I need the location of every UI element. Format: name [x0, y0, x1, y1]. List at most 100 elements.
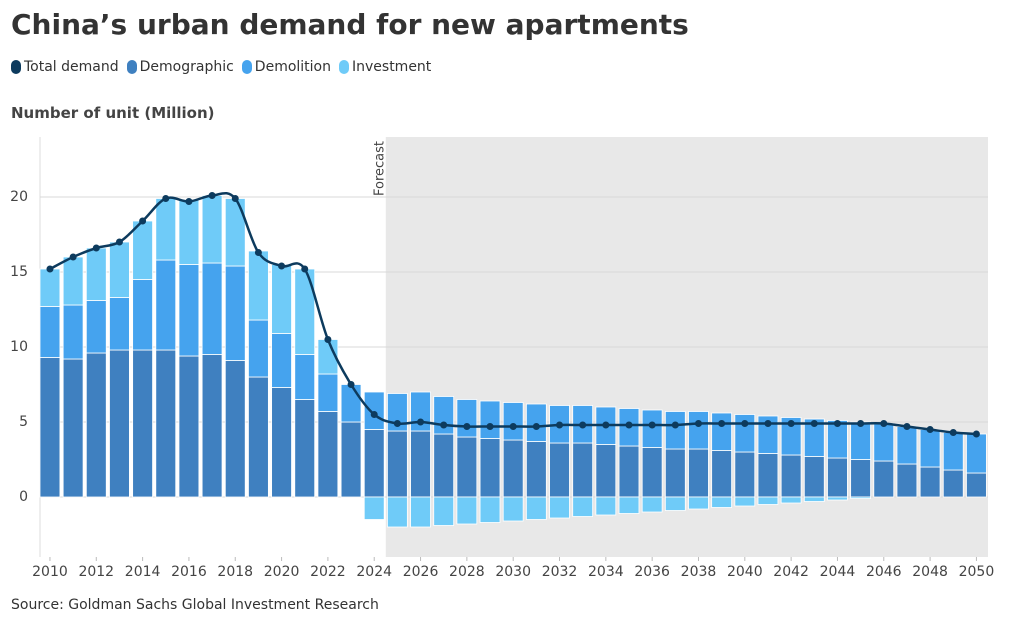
- legend-item: Total demand: [11, 59, 119, 75]
- x-tick-label: 2026: [403, 564, 439, 580]
- bar: [919, 466, 941, 498]
- bar: [618, 496, 640, 514]
- bar: [201, 195, 223, 264]
- line-point: [787, 420, 795, 427]
- legend-swatch: [11, 60, 21, 74]
- bar: [39, 357, 61, 498]
- legend-item: Demographic: [126, 59, 234, 75]
- bar: [340, 421, 362, 498]
- bar: [410, 496, 431, 528]
- bar: [966, 433, 987, 474]
- line-point: [694, 420, 702, 427]
- chart-title: China’s urban demand for new apartments: [11, 8, 689, 41]
- bar: [850, 421, 871, 460]
- bar: [85, 352, 107, 498]
- bar: [757, 415, 779, 454]
- line-point: [254, 249, 262, 256]
- line-point: [486, 423, 494, 430]
- bar: [294, 399, 316, 498]
- x-tick-label: 2038: [681, 564, 717, 580]
- legend-item: Investment: [339, 59, 431, 75]
- bar: [271, 387, 292, 498]
- bar: [340, 384, 362, 423]
- line-point: [903, 423, 911, 430]
- legend-swatch: [241, 60, 252, 74]
- bar: [155, 349, 177, 498]
- x-tick-label: 2032: [542, 564, 578, 580]
- legend-swatch: [339, 60, 349, 74]
- line-point: [671, 421, 679, 429]
- x-tick-label: 2028: [449, 564, 485, 580]
- x-tick-label: 2048: [912, 564, 948, 580]
- bar: [456, 496, 478, 525]
- bar: [132, 349, 153, 498]
- line-point: [833, 420, 841, 427]
- bar: [525, 403, 547, 442]
- line-point: [880, 420, 888, 427]
- line-point: [625, 421, 633, 429]
- bar: [433, 496, 455, 526]
- bar: [317, 373, 339, 412]
- bar: [132, 220, 153, 280]
- line-point: [301, 265, 309, 273]
- line-point: [185, 198, 193, 205]
- bar: [942, 432, 964, 471]
- line-point: [115, 238, 123, 246]
- bar: [919, 429, 941, 468]
- bar: [572, 442, 594, 498]
- bar: [85, 247, 107, 301]
- bar: [224, 198, 246, 267]
- legend-label: Demographic: [139, 59, 234, 75]
- legend-label: Demolition: [254, 59, 331, 75]
- bar: [178, 264, 200, 357]
- bar: [757, 453, 779, 498]
- x-tick-label: 2010: [32, 564, 68, 580]
- bar: [109, 297, 130, 351]
- legend: Total demand Demographic Demolition Investm…: [11, 59, 431, 75]
- line-point: [532, 423, 540, 430]
- bar: [39, 268, 61, 307]
- bar: [479, 400, 501, 439]
- bar: [502, 402, 524, 441]
- x-tick-label: 2050: [959, 564, 995, 580]
- bar: [201, 354, 223, 498]
- line-point: [69, 253, 77, 261]
- bar: [896, 426, 918, 465]
- bar: [734, 451, 756, 498]
- bar: [62, 304, 84, 360]
- bar: [525, 496, 547, 520]
- line-point: [278, 262, 286, 270]
- bar: [873, 423, 895, 462]
- line-point: [972, 430, 980, 438]
- bar: [780, 496, 802, 504]
- bar: [201, 262, 223, 355]
- line-point: [741, 420, 749, 427]
- y-tick-label: 0: [19, 489, 28, 505]
- bar: [688, 496, 709, 510]
- x-tick-label: 2020: [264, 564, 300, 580]
- line-point: [949, 429, 957, 436]
- legend-label: Total demand: [24, 59, 119, 75]
- line-point: [440, 421, 448, 429]
- line-point: [347, 381, 355, 388]
- bar: [502, 496, 524, 522]
- line-point: [393, 420, 401, 427]
- line-point: [324, 336, 332, 343]
- bar: [734, 496, 756, 507]
- bar: [850, 496, 871, 499]
- bar: [780, 454, 802, 498]
- y-axis-label: Number of unit (Million): [11, 104, 215, 122]
- bar: [248, 376, 269, 498]
- line-point: [463, 423, 471, 430]
- line-point: [231, 195, 239, 202]
- bar: [224, 265, 246, 361]
- x-tick-label: 2042: [773, 564, 809, 580]
- bar: [109, 349, 130, 498]
- bar: [39, 306, 61, 358]
- bar: [618, 445, 640, 498]
- bar: [803, 418, 825, 457]
- line-point: [857, 420, 865, 427]
- bar: [688, 411, 709, 450]
- bar: [757, 496, 779, 505]
